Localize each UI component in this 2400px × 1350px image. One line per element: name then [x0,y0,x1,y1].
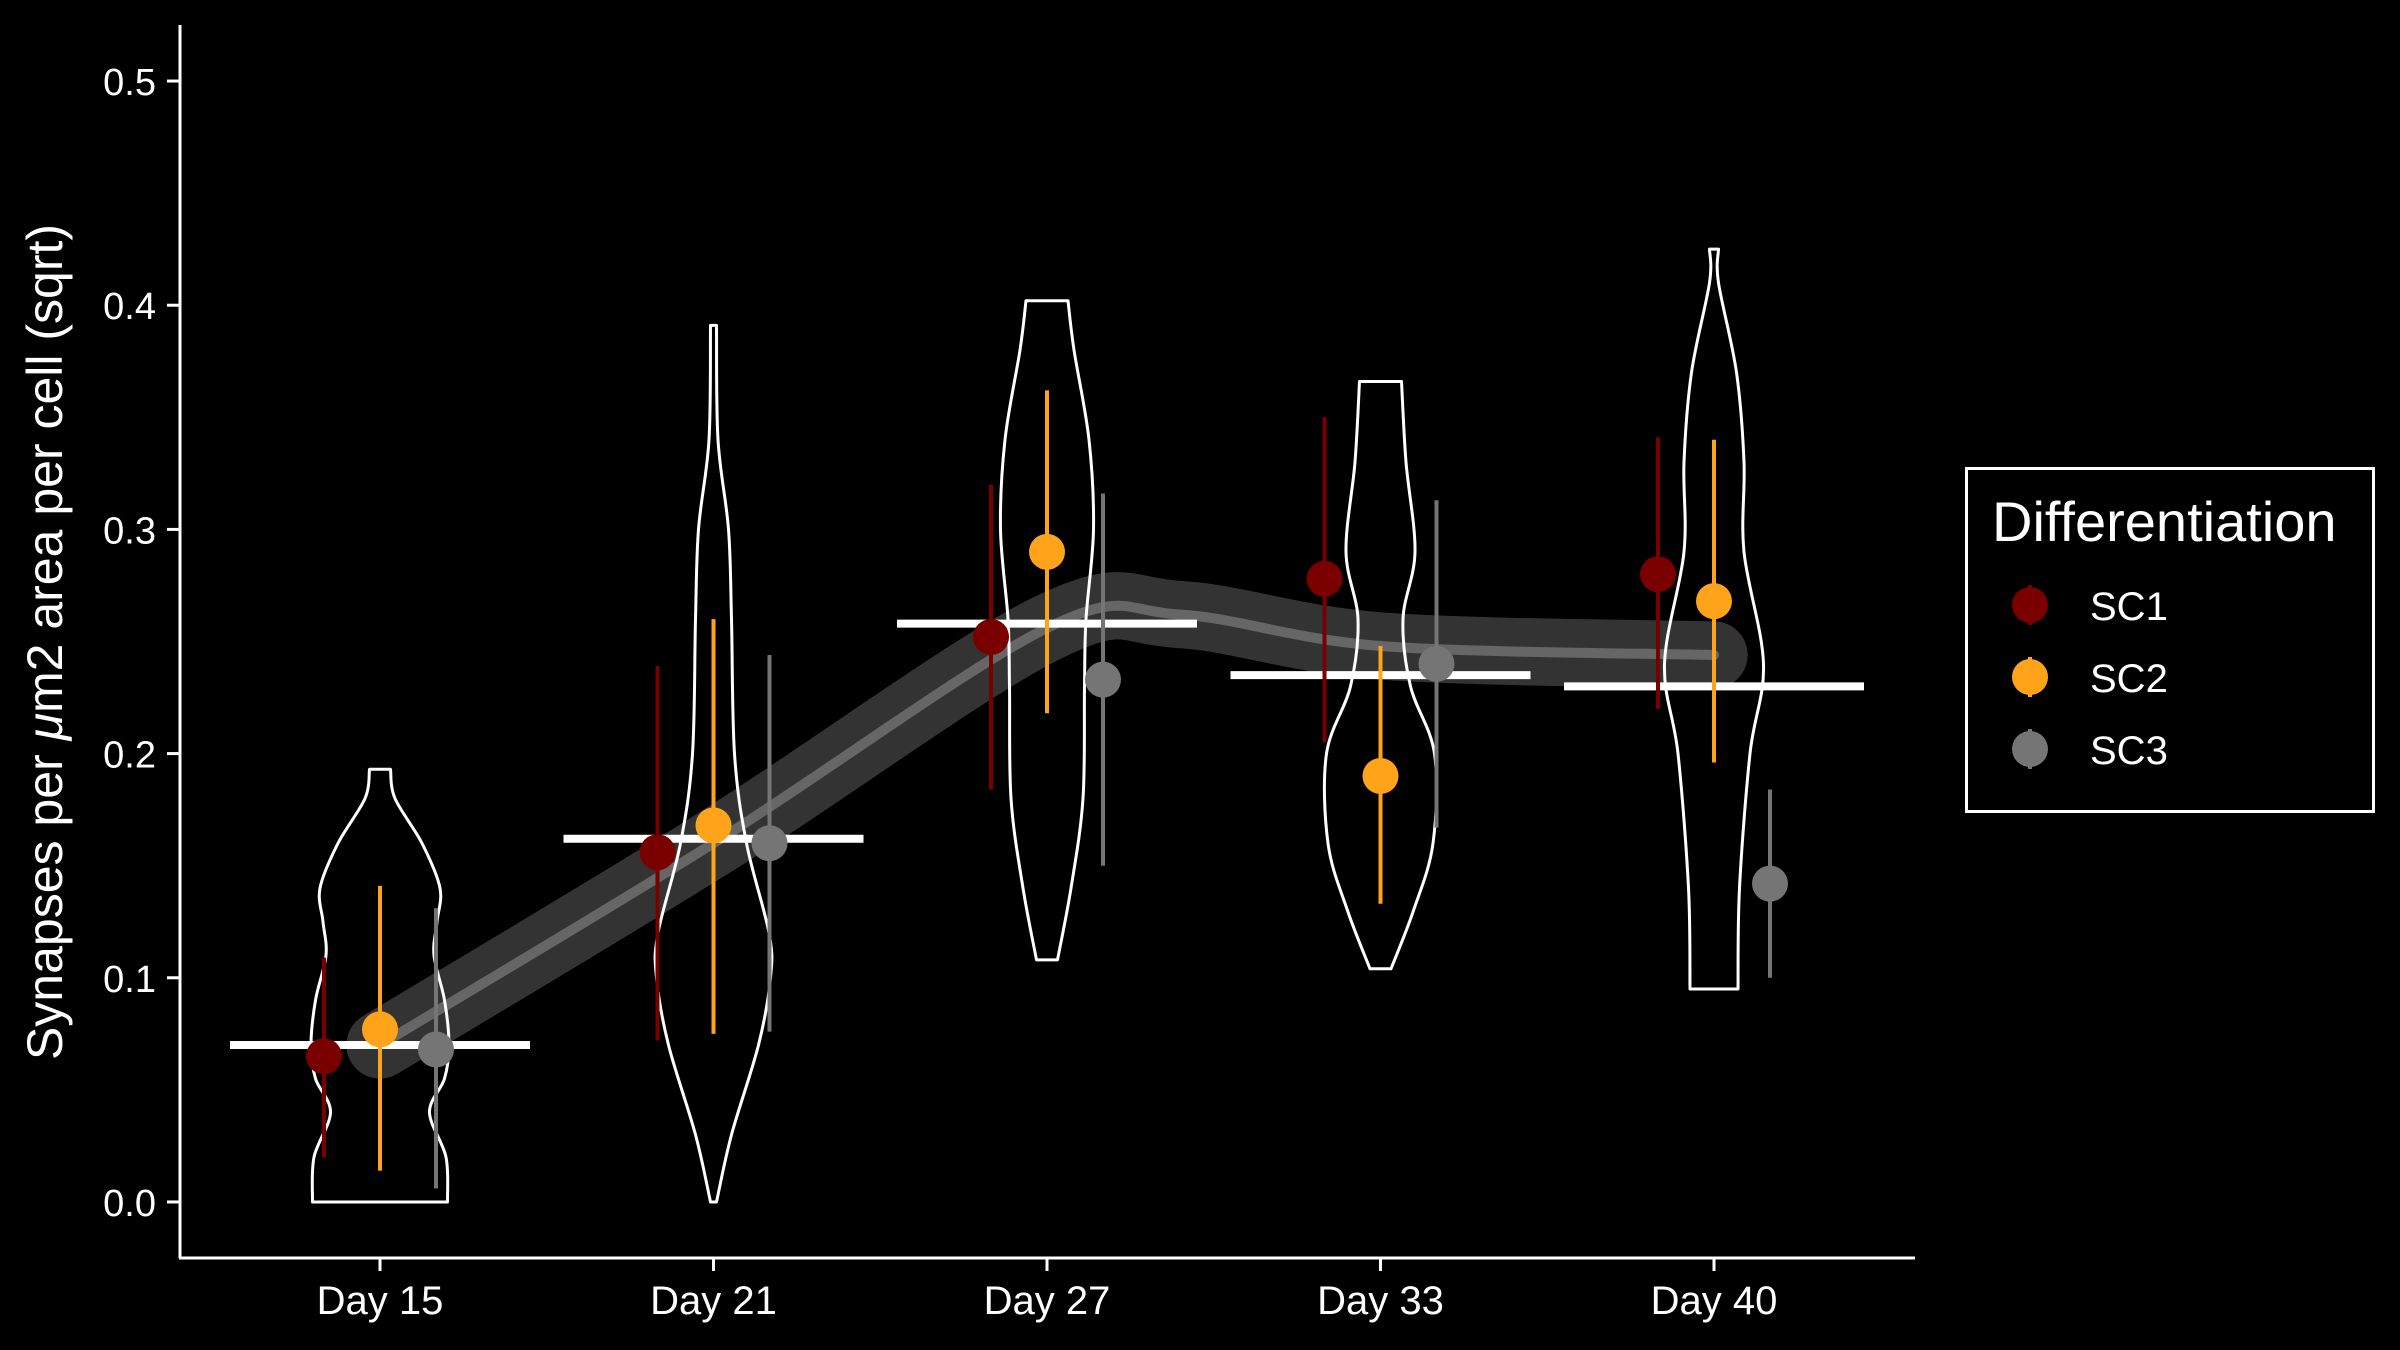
legend: Differentiation SC1 SC2 SC3 [1965,467,2375,813]
point-sc1 [1306,560,1343,597]
x-tick-label: Day 21 [650,1279,777,1323]
x-tick-label: Day 15 [317,1279,444,1323]
violin-day-27 [998,299,1096,962]
y-tick-label: 0.1 [103,959,156,1001]
legend-label: SC1 [2090,585,2168,629]
x-tick-label: Day 27 [984,1279,1111,1323]
point-sc2 [1362,758,1399,795]
point-sc2 [1696,583,1732,620]
y-tick-label: 0.4 [103,286,156,328]
y-tick-label: 0.0 [103,1183,156,1225]
point-sc1 [1640,556,1676,593]
point-sc3 [418,1031,454,1068]
point-sc3 [1418,645,1455,682]
point-sc2 [362,1011,398,1048]
x-tick-label: Day 33 [1317,1279,1444,1323]
y-axis-title: Synapses per μm2 area per cell (sqrt) [17,224,73,1060]
violin-day-21 [653,323,774,1204]
legend-key-sc1 [2012,585,2048,625]
point-sc2 [1029,533,1065,570]
legend-title: Differentiation [1992,490,2337,553]
x-ticks: Day 15 Day 21 Day 27 Day 33 Day 40 [317,1258,1778,1323]
points-layer [306,390,1788,1189]
legend-label: SC2 [2090,657,2168,701]
violin-day-40 [1662,247,1766,991]
point-sc1 [639,834,676,871]
legend-item-sc1: SC1 [1968,575,2372,635]
point-sc1 [973,619,1009,656]
legend-key-dot [2012,659,2048,695]
x-tick-label: Day 40 [1651,1279,1778,1323]
point-sc3 [1752,865,1788,902]
point-sc1 [306,1038,342,1075]
legend-key-sc3 [2012,729,2048,769]
legend-item-sc2: SC2 [1968,647,2372,707]
y-tick-label: 0.5 [103,62,156,104]
y-ticks: 0.0 0.1 0.2 0.3 0.4 0.5 [103,62,180,1225]
point-sc2 [695,807,732,844]
legend-label: SC3 [2090,729,2168,773]
y-tick-label: 0.3 [103,510,156,552]
legend-item-sc3: SC3 [1968,719,2372,779]
legend-key-sc2 [2012,657,2048,697]
violin-layer [309,247,1766,1204]
point-sc3 [1085,661,1121,698]
y-tick-label: 0.2 [103,735,156,777]
legend-key-dot [2012,731,2048,767]
point-sc3 [751,825,788,862]
legend-key-dot [2012,587,2048,623]
